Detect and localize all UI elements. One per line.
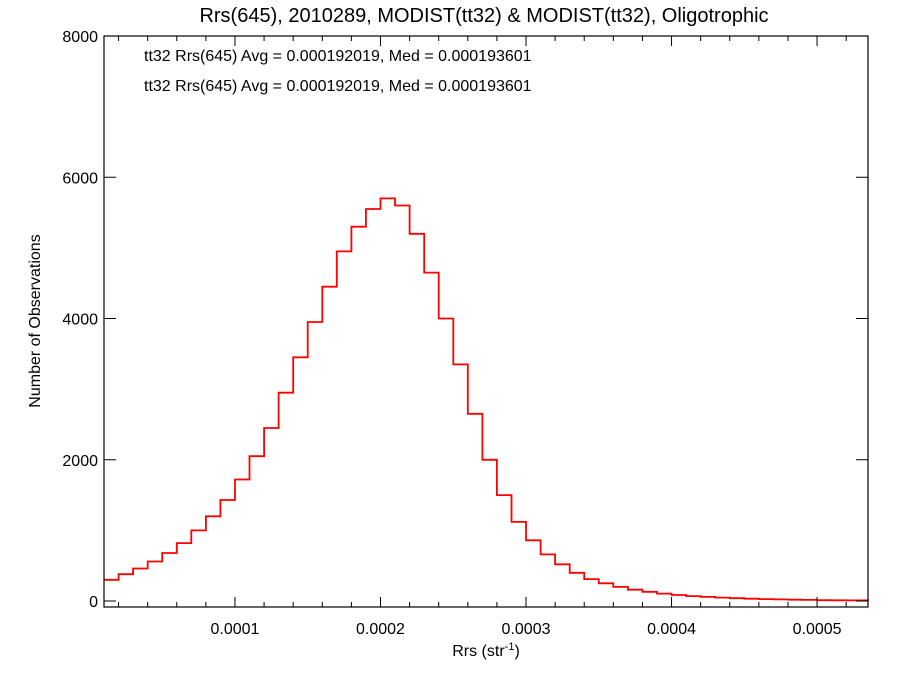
chart-title: Rrs(645), 2010289, MODIST(tt32) & MODIST…	[199, 5, 768, 27]
y-tick-label: 8000	[62, 29, 98, 46]
x-tick-label: 0.0002	[356, 621, 405, 638]
x-axis: 0.0001 0.0002 0.0003 0.0004 0.0005	[118, 36, 847, 638]
y-axis: 0 2000 4000 6000 8000	[62, 29, 868, 611]
y-tick-label: 6000	[62, 170, 98, 187]
y-tick-label: 0	[89, 594, 98, 611]
x-tick-label: 0.0004	[647, 621, 696, 638]
histogram-line-black-0	[104, 197, 869, 601]
x-tick-label: 0.0003	[502, 621, 551, 638]
y-axis-label: Number of Observations	[27, 234, 44, 407]
x-axis-label: Rrs (str-1)	[452, 641, 520, 660]
plot-area	[104, 197, 869, 602]
plot-frame	[103, 35, 869, 608]
y-tick-label: 4000	[62, 312, 98, 329]
y-tick-label: 2000	[62, 453, 98, 470]
histogram-line-red-0	[104, 197, 869, 602]
x-tick-label: 0.0001	[211, 621, 260, 638]
x-tick-label: 0.0005	[793, 621, 842, 638]
legend: tt32 Rrs(645) Avg = 0.000192019, Med = 0…	[144, 48, 532, 95]
legend-entry-black: tt32 Rrs(645) Avg = 0.000192019, Med = 0…	[144, 48, 532, 65]
legend-entry-red: tt32 Rrs(645) Avg = 0.000192019, Med = 0…	[144, 78, 532, 95]
